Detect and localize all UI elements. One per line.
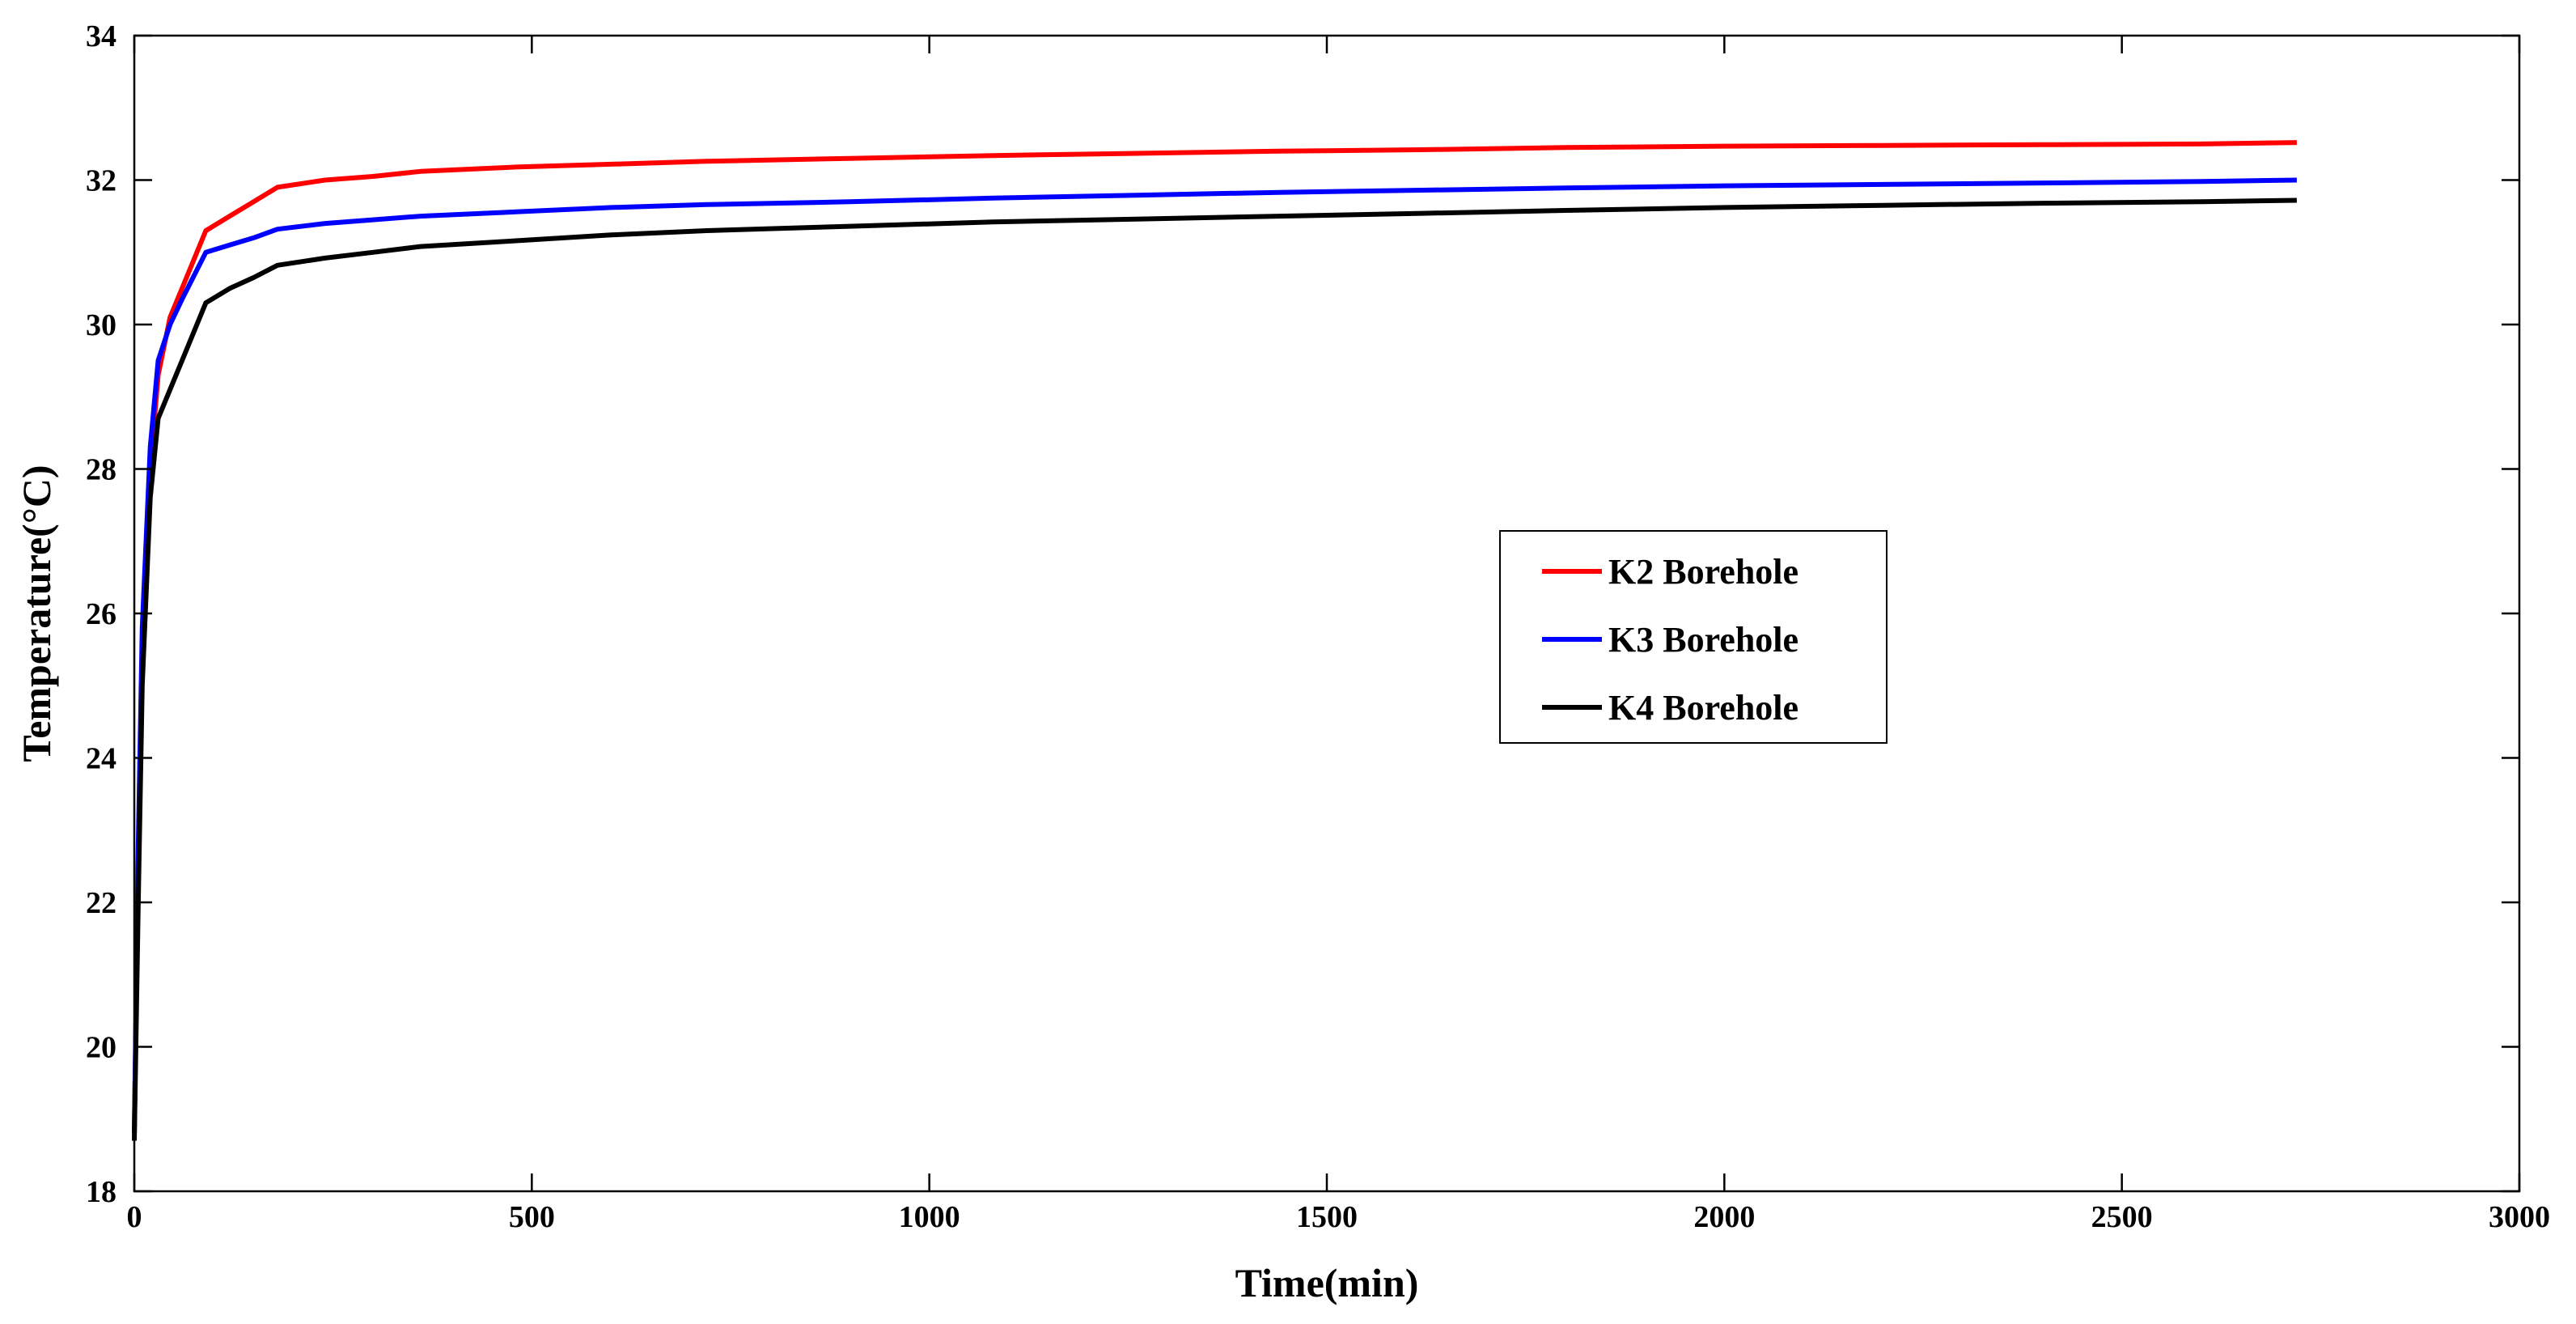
series-line-2 — [132, 177, 2297, 1134]
x-tick-label: 3000 — [2489, 1200, 2550, 1234]
y-tick-label: 20 — [86, 1031, 117, 1065]
y-tick-label: 22 — [86, 886, 117, 920]
x-tick-label: 0 — [127, 1200, 142, 1234]
legend-label-1: K2 Borehole — [1608, 552, 1799, 592]
x-tick-label: 1500 — [1296, 1200, 1358, 1234]
x-tick-label: 2500 — [2091, 1200, 2153, 1234]
plot-area — [132, 140, 2297, 1141]
y-tick-label: 30 — [86, 308, 117, 342]
legend: K2 Borehole K3 Borehole K4 Borehole — [1499, 530, 1888, 744]
legend-label-3: K4 Borehole — [1608, 688, 1799, 728]
y-tick-label: 26 — [86, 597, 117, 631]
y-tick-label: 34 — [86, 19, 117, 53]
y-tick-label: 24 — [86, 742, 117, 776]
y-axis-title: Temperature(°C) — [14, 465, 59, 762]
axes: 0 500 1000 1500 2000 2500 3000 18 20 22 24 26 28 30 32… — [86, 19, 2550, 1234]
x-tick-label: 1000 — [899, 1200, 960, 1234]
x-axis-title: Time(min) — [1235, 1260, 1419, 1305]
x-tick-label: 2000 — [1693, 1200, 1755, 1234]
y-tick-label: 18 — [86, 1175, 117, 1209]
y-tick-label: 32 — [86, 164, 117, 198]
x-tick-label: 500 — [509, 1200, 555, 1234]
legend-label-2: K3 Borehole — [1608, 620, 1799, 660]
y-tick-label: 28 — [86, 453, 117, 487]
series-line-3 — [132, 197, 2297, 1141]
